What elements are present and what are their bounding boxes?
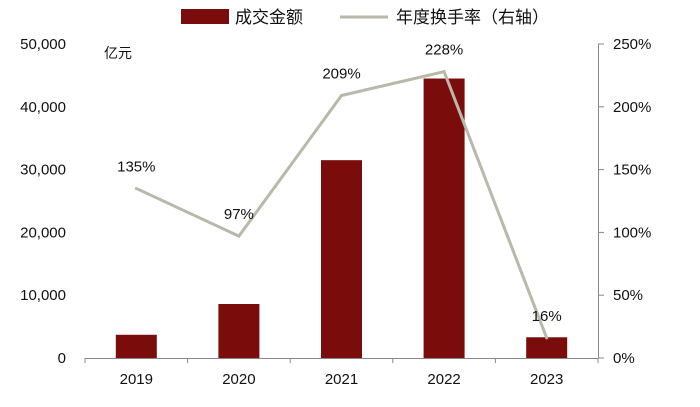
legend-bar-label: 成交金额: [235, 8, 303, 28]
x-axis-ticks: 2019 2020 2021 2022 2023: [84, 358, 599, 388]
line-point-2020: [237, 234, 241, 238]
bar-2022: [423, 78, 465, 358]
bars: [115, 78, 568, 358]
line-label-2021: 209%: [322, 65, 360, 82]
y2-tick-label: 250%: [613, 36, 651, 53]
bar-2019: [115, 334, 157, 358]
legend: 成交金额 年度换手率（右轴）: [181, 8, 549, 28]
y2-tick-label: 50%: [613, 287, 643, 304]
line-point-2022: [442, 70, 446, 74]
y-tick-label: 20,000: [20, 224, 66, 241]
bar-2023: [526, 337, 568, 358]
y2-tick-label: 0%: [613, 350, 635, 367]
line-label-2023: 16%: [532, 308, 562, 325]
x-tick-label: 2023: [530, 371, 563, 388]
line-point-2021: [340, 93, 343, 97]
line-label-2019: 135%: [117, 158, 155, 175]
line-point-2023: [545, 336, 549, 340]
right-axis: 0% 50% 100% 150% 200% 250%: [598, 36, 651, 367]
y-axis-unit: 亿元: [104, 46, 132, 62]
line-label-2022: 228%: [425, 42, 463, 59]
line-label-2020: 97%: [224, 206, 254, 223]
x-tick-label: 2019: [120, 371, 153, 388]
line-point-2019: [134, 186, 138, 190]
left-axis-ticks: 0 10,000 20,000 30,000 40,000 50,000: [20, 36, 66, 367]
y-tick-label: 30,000: [20, 162, 66, 179]
turnover-line: [134, 69, 549, 340]
x-tick-label: 2020: [222, 371, 255, 388]
y-tick-label: 50,000: [20, 36, 66, 53]
y-tick-label: 10,000: [20, 287, 66, 304]
x-tick-label: 2021: [325, 371, 358, 388]
y-tick-label: 40,000: [20, 99, 66, 116]
line-data-labels: 135% 97% 209% 228% 16%: [117, 42, 562, 325]
y2-tick-label: 100%: [613, 224, 651, 241]
y2-tick-label: 150%: [613, 162, 651, 179]
x-tick-label: 2022: [427, 371, 460, 388]
bar-2020: [218, 303, 260, 358]
y2-tick-label: 200%: [613, 99, 651, 116]
y-tick-label: 0: [58, 350, 66, 367]
legend-bar-swatch: [181, 9, 229, 24]
bar-2021: [321, 160, 362, 358]
legend-line-label: 年度换手率（右轴）: [396, 8, 549, 28]
